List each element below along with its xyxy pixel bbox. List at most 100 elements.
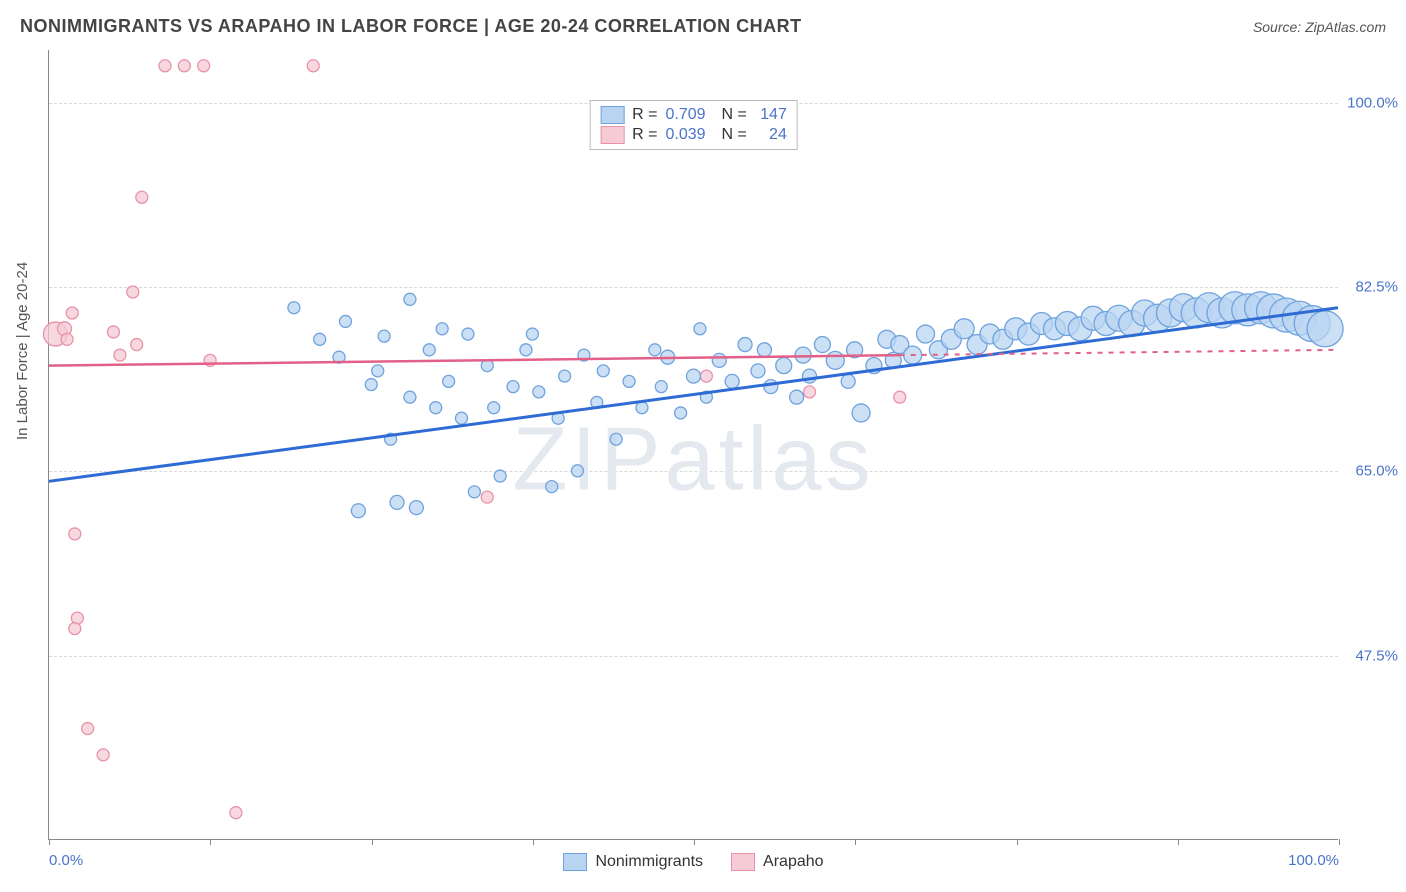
data-point [494, 470, 506, 482]
data-point [114, 349, 126, 361]
x-tick [49, 839, 50, 845]
data-point [675, 407, 687, 419]
data-point [533, 386, 545, 398]
data-point [776, 358, 792, 374]
y-tick-label: 47.5% [1343, 647, 1398, 664]
data-point [526, 328, 538, 340]
data-point [559, 370, 571, 382]
data-point [372, 365, 384, 377]
data-point [159, 60, 171, 72]
data-point [178, 60, 190, 72]
legend-item: Arapaho [731, 853, 824, 871]
data-point [69, 528, 81, 540]
data-point [97, 749, 109, 761]
x-tick [855, 839, 856, 845]
chart-title: NONIMMIGRANTS VS ARAPAHO IN LABOR FORCE … [20, 16, 802, 37]
y-tick-label: 100.0% [1343, 94, 1398, 111]
data-point [623, 375, 635, 387]
x-tick [1339, 839, 1340, 845]
y-axis-label: In Labor Force | Age 20-24 [14, 262, 31, 440]
stat-r-value: 0.709 [666, 106, 714, 124]
data-point [610, 433, 622, 445]
data-point [826, 351, 844, 369]
data-point [404, 293, 416, 305]
data-point [430, 402, 442, 414]
data-point [894, 391, 906, 403]
plot-area: ZIPatlas 47.5%65.0%82.5%100.0%0.0%100.0%… [48, 50, 1338, 840]
y-tick-label: 82.5% [1343, 279, 1398, 296]
trend-line [49, 355, 900, 365]
data-point [790, 390, 804, 404]
data-point [841, 374, 855, 388]
x-tick [1178, 839, 1179, 845]
data-point [687, 369, 701, 383]
data-point [546, 481, 558, 493]
data-point [751, 364, 765, 378]
data-point [700, 370, 712, 382]
data-point [712, 353, 726, 367]
data-point [107, 326, 119, 338]
data-point [378, 330, 390, 342]
data-point [443, 375, 455, 387]
x-tick [210, 839, 211, 845]
data-point [390, 495, 404, 509]
data-point [917, 325, 935, 343]
stat-r-label: R = [632, 106, 657, 124]
data-point [339, 315, 351, 327]
chart-source: Source: ZipAtlas.com [1253, 19, 1386, 35]
data-point [404, 391, 416, 403]
data-point [288, 302, 300, 314]
stats-box: R = 0.709 N = 147R = 0.039 N = 24 [589, 100, 798, 150]
data-point [131, 339, 143, 351]
stat-n-value: 24 [755, 126, 787, 144]
data-point [655, 381, 667, 393]
data-point [488, 402, 500, 414]
data-point [462, 328, 474, 340]
data-point [468, 486, 480, 498]
stats-row: R = 0.709 N = 147 [600, 105, 787, 125]
data-point [814, 337, 830, 353]
trend-line [49, 308, 1338, 482]
x-tick [533, 839, 534, 845]
data-point [520, 344, 532, 356]
data-point [61, 333, 73, 345]
series-swatch [600, 126, 624, 144]
legend-label: Arapaho [763, 853, 824, 871]
data-point [66, 307, 78, 319]
data-point [694, 323, 706, 335]
data-point [649, 344, 661, 356]
data-point [307, 60, 319, 72]
data-point [127, 286, 139, 298]
data-point [455, 412, 467, 424]
data-point [198, 60, 210, 72]
data-point [230, 807, 242, 819]
data-point [69, 623, 81, 635]
data-point [507, 381, 519, 393]
stat-r-label: R = [632, 126, 657, 144]
data-point [351, 504, 365, 518]
data-point [571, 465, 583, 477]
legend-item: Nonimmigrants [563, 853, 703, 871]
x-tick [1017, 839, 1018, 845]
data-point [82, 723, 94, 735]
x-tick [694, 839, 695, 845]
data-point [365, 379, 377, 391]
data-point [597, 365, 609, 377]
stat-n-label: N = [722, 106, 747, 124]
legend-label: Nonimmigrants [595, 853, 703, 871]
data-point [314, 333, 326, 345]
data-point [436, 323, 448, 335]
trend-line-extrapolated [900, 350, 1338, 355]
stat-n-value: 147 [755, 106, 787, 124]
legend-swatch [731, 853, 755, 871]
data-point [423, 344, 435, 356]
data-point [136, 191, 148, 203]
stat-r-value: 0.039 [666, 126, 714, 144]
y-tick-label: 65.0% [1343, 463, 1398, 480]
bottom-legend: Nonimmigrants Arapaho [49, 853, 1338, 871]
series-swatch [600, 106, 624, 124]
data-point [1307, 311, 1343, 347]
legend-swatch [563, 853, 587, 871]
data-point [804, 386, 816, 398]
data-point [738, 338, 752, 352]
